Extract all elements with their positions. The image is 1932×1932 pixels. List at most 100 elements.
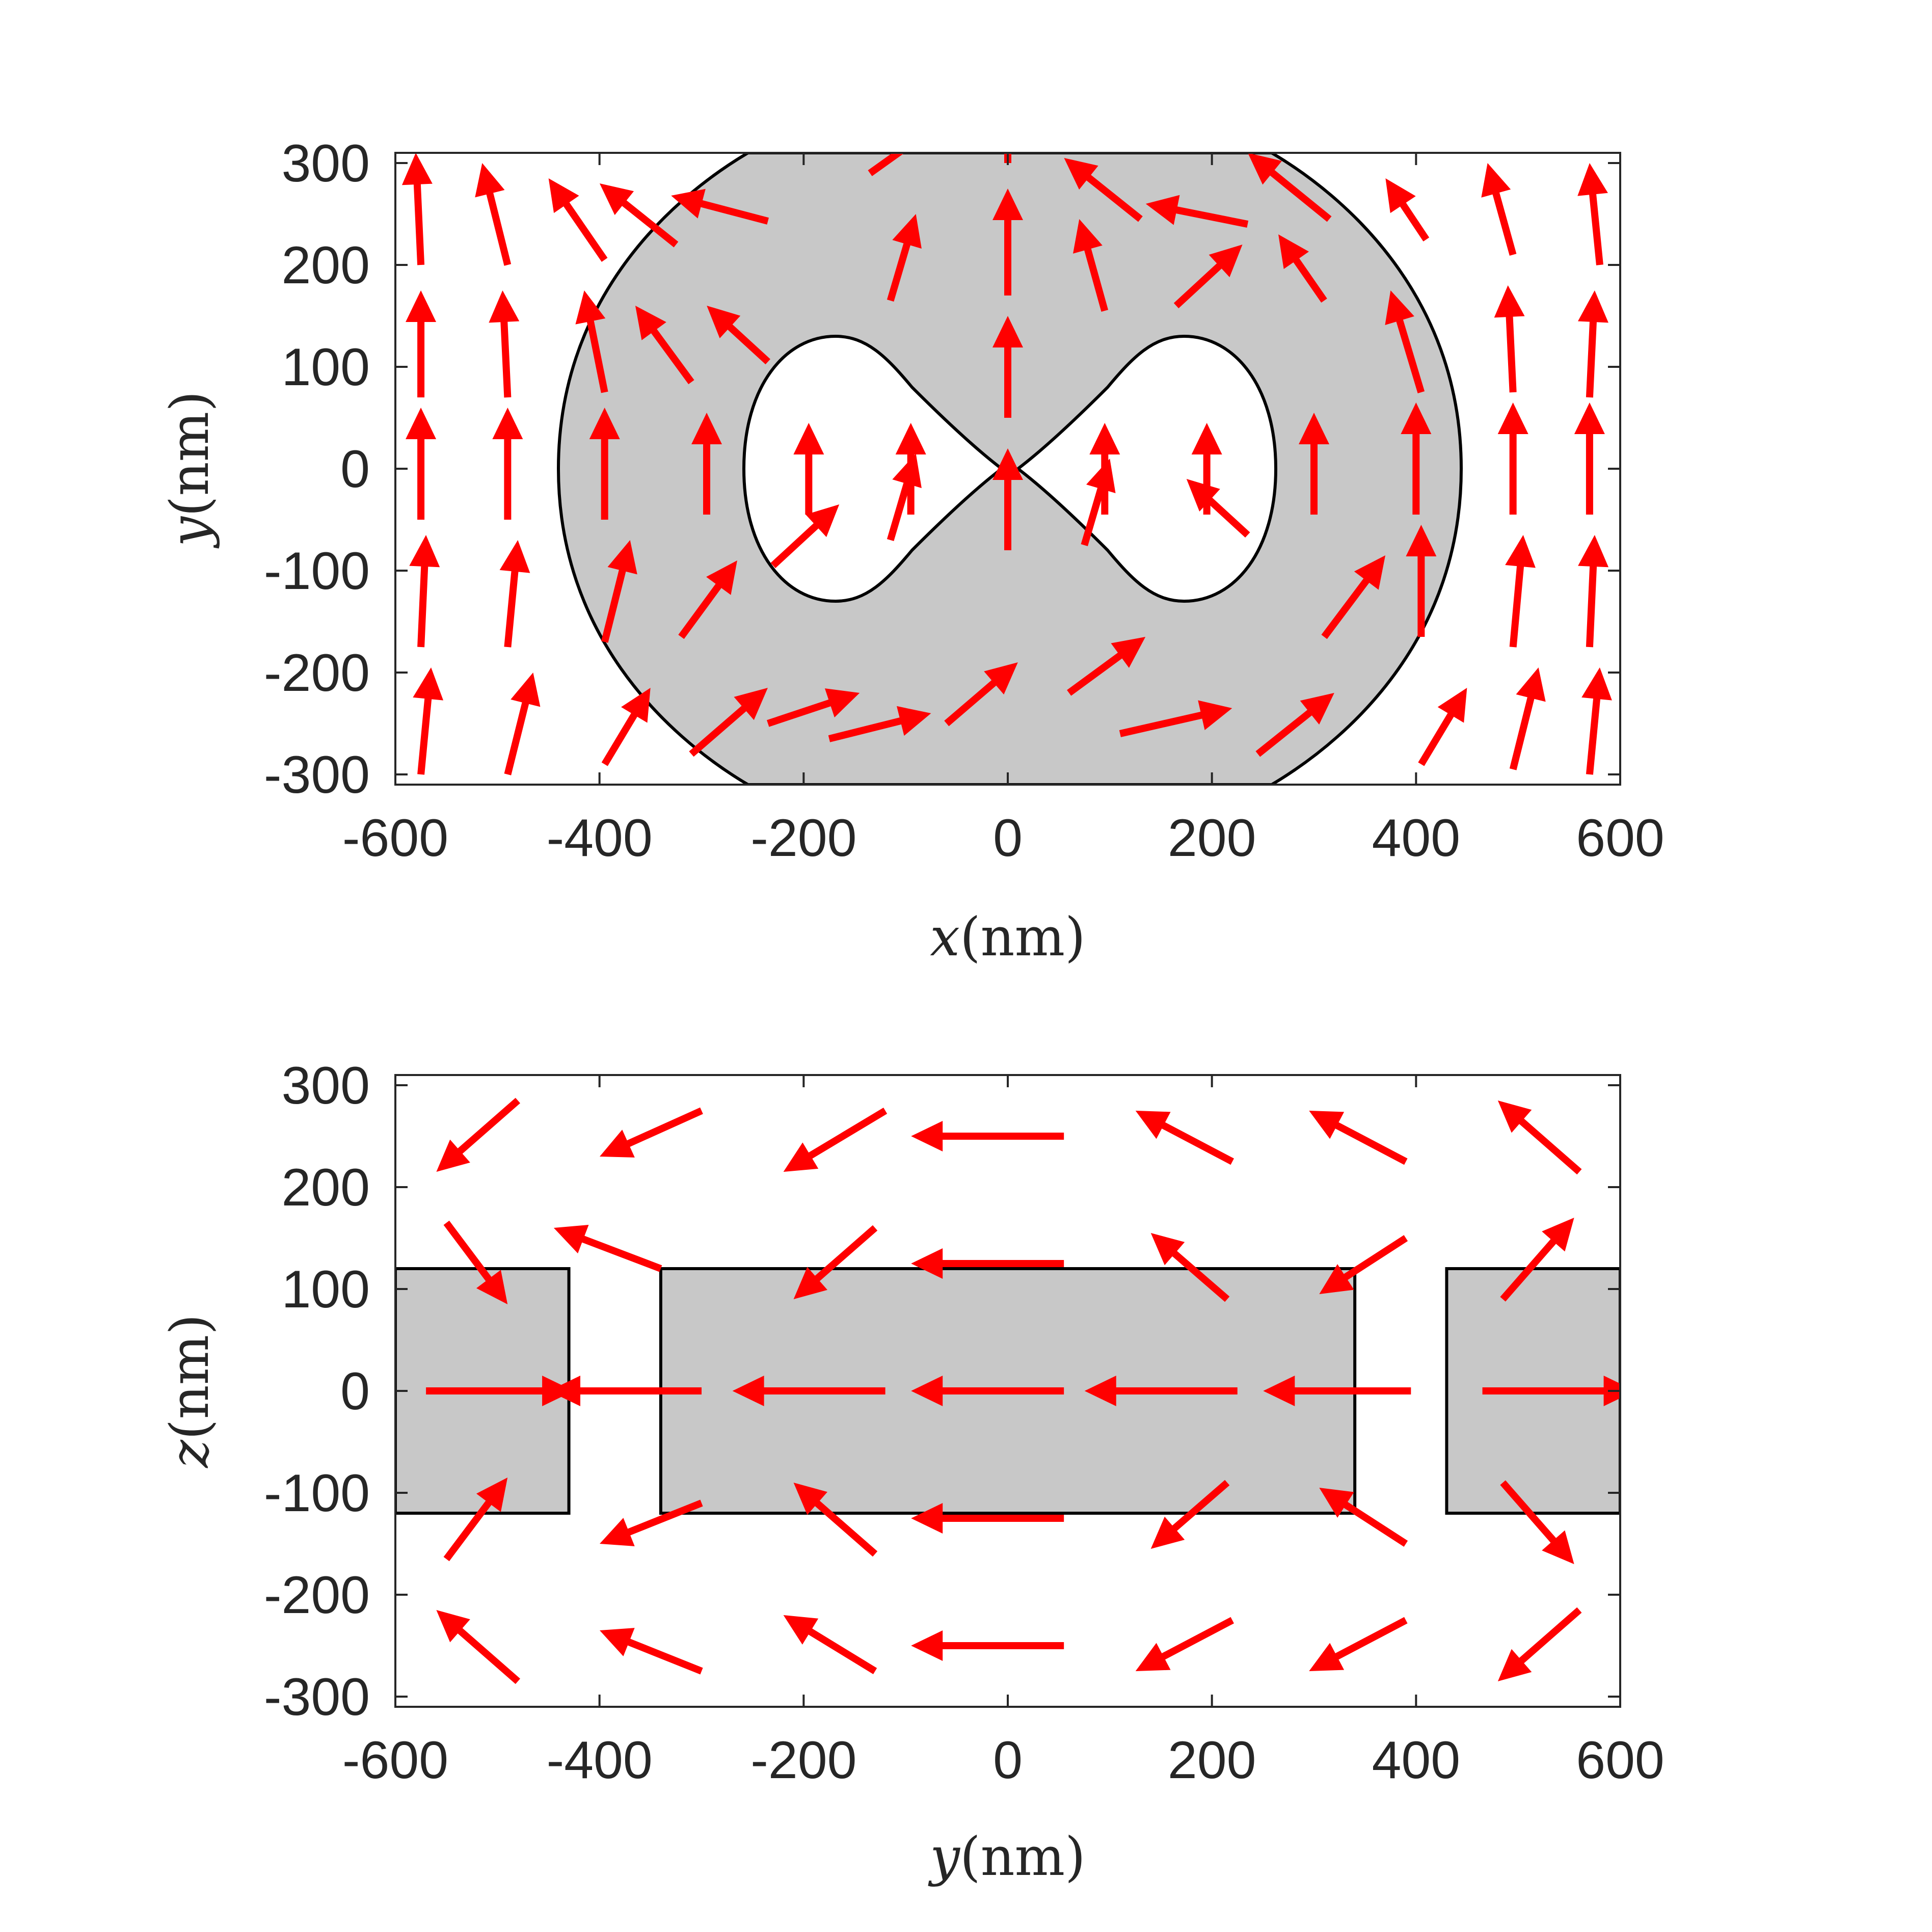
top-field-arrow (992, 448, 1023, 550)
top-field-arrow (1248, 153, 1332, 222)
top-field-arrow (992, 316, 1023, 418)
bottom-ticks: -600 -400 -200 0 200 400 600 -300 -200 -100 0 100 20… (264, 1056, 1665, 1790)
top-field-arrow (1173, 245, 1243, 309)
bottom-field-arrow (553, 1225, 662, 1272)
top-ticks: -600 -400 -200 0 200 400 600 -300 -200 -100 0 100 20… (264, 134, 1665, 868)
top-field-arrow (1081, 459, 1116, 546)
top-field-arrow (1255, 693, 1334, 757)
top-ytick-label: 300 (281, 134, 370, 193)
top-field-arrow (1064, 158, 1143, 222)
top-field-arrow (1574, 403, 1605, 515)
bottom-field-arrow (443, 1478, 508, 1562)
top-field-arrow (678, 560, 737, 639)
bottom-ytick-label: -300 (264, 1668, 370, 1727)
bottom-ytick-label: -200 (264, 1566, 370, 1625)
top-field-arrow (575, 290, 608, 393)
bottom-field-arrow (783, 1107, 888, 1172)
top-field-arrow (601, 540, 637, 643)
top-ytick-label: -300 (264, 745, 370, 804)
top-field-arrow (707, 306, 770, 365)
top-field-arrow (770, 504, 840, 569)
bottom-field-arrow (549, 1376, 702, 1406)
top-right-lobe (1015, 334, 1278, 603)
top-ytick-label: 0 (340, 440, 370, 499)
bottom-ytick-label: 100 (281, 1260, 370, 1319)
top-field-arrow (1073, 219, 1109, 312)
top-field-arrow (1004, 153, 1011, 163)
bottom-xlabel: y(nm) (928, 1826, 1086, 1888)
top-field-arrow (944, 662, 1018, 727)
top-field-arrow (1067, 637, 1146, 696)
top-field-arrow (601, 688, 651, 766)
bottom-field-arrow (436, 1097, 521, 1172)
bottom-field-arrow (911, 1376, 1064, 1406)
top-field-arrow (895, 423, 926, 515)
bottom-field-arrow (600, 1499, 703, 1546)
bottom-field-arrow (1497, 1101, 1582, 1175)
bottom-field-arrow (600, 1107, 703, 1158)
top-field-arrow (1581, 667, 1612, 775)
bottom-ytick-label: 300 (281, 1056, 370, 1115)
top-field-arrow (1418, 688, 1467, 766)
top-field-arrow (475, 163, 512, 266)
bottom-ytick-label: -100 (264, 1464, 370, 1523)
bottom-field-arrow (1150, 1480, 1230, 1549)
top-field-arrow (413, 667, 444, 775)
top-field-arrow (489, 290, 520, 398)
bottom-field-arrow (1135, 1111, 1234, 1165)
bottom-field-arrow (1319, 1488, 1408, 1547)
top-field-arrow (1494, 285, 1525, 393)
bottom-field-arrow (1150, 1233, 1230, 1302)
bottom-field-arrow (1309, 1617, 1408, 1671)
top-field-arrow (1481, 163, 1517, 256)
bottom-ytick-label: 0 (340, 1362, 370, 1421)
top-field-arrow (1406, 525, 1437, 637)
bottom-field-arrow (1084, 1376, 1238, 1406)
top-field-arrow (1278, 234, 1327, 303)
bottom-field-arrow (1319, 1235, 1408, 1294)
top-field-arrow (767, 688, 860, 727)
bottom-field-arrow (436, 1610, 521, 1684)
top-field-arrow (406, 290, 437, 397)
bottom-field-arrow (600, 1628, 703, 1675)
top-field-arrow (409, 535, 440, 648)
bottom-arrows (426, 1097, 1620, 1684)
bottom-xtick-label: 0 (993, 1731, 1023, 1790)
top-field-arrow (599, 183, 679, 248)
top-field-arrow (492, 408, 523, 520)
top-field-arrow (504, 673, 541, 775)
top-field-arrow (1401, 403, 1432, 515)
top-xtick-label: -200 (750, 809, 856, 868)
bottom-xtick-label: -200 (750, 1731, 856, 1790)
top-field-arrow (548, 178, 608, 262)
top-quiver-panel: -600 -400 -200 0 200 400 600 -300 -200 -100 0 100 20… (158, 134, 1665, 968)
top-xtick-label: 400 (1372, 809, 1461, 868)
top-ylabel: y(nm) (158, 391, 221, 549)
bottom-field-arrow (443, 1220, 508, 1304)
bottom-field-arrow (1500, 1218, 1574, 1302)
bottom-field-arrow (1497, 1607, 1582, 1681)
top-ytick-label: 100 (281, 338, 370, 397)
bottom-xtick-label: -400 (547, 1731, 653, 1790)
top-field-arrow (1578, 535, 1609, 648)
bottom-xtick-label: -600 (342, 1731, 448, 1790)
bottom-field-arrow (1135, 1617, 1234, 1671)
bottom-xtick-label: 600 (1576, 1731, 1665, 1790)
top-arrows (401, 153, 1612, 775)
top-xlabel: x(nm) (930, 906, 1085, 968)
top-field-arrow (1119, 700, 1232, 737)
top-field-arrow (1321, 555, 1386, 639)
bottom-field-arrow (911, 1630, 1064, 1661)
bottom-field-arrow (1309, 1111, 1408, 1165)
top-ytick-label: 200 (281, 236, 370, 295)
top-field-arrow (992, 189, 1023, 296)
bottom-ytick-label: 200 (281, 1158, 370, 1217)
top-field-arrow (1577, 163, 1608, 265)
top-xtick-label: 0 (993, 809, 1023, 868)
bottom-field-arrow (732, 1376, 886, 1406)
bottom-field-arrow (1263, 1376, 1411, 1406)
top-field-arrow (793, 423, 824, 515)
top-xtick-label: 600 (1576, 809, 1665, 868)
bottom-field-arrow (793, 1483, 878, 1557)
